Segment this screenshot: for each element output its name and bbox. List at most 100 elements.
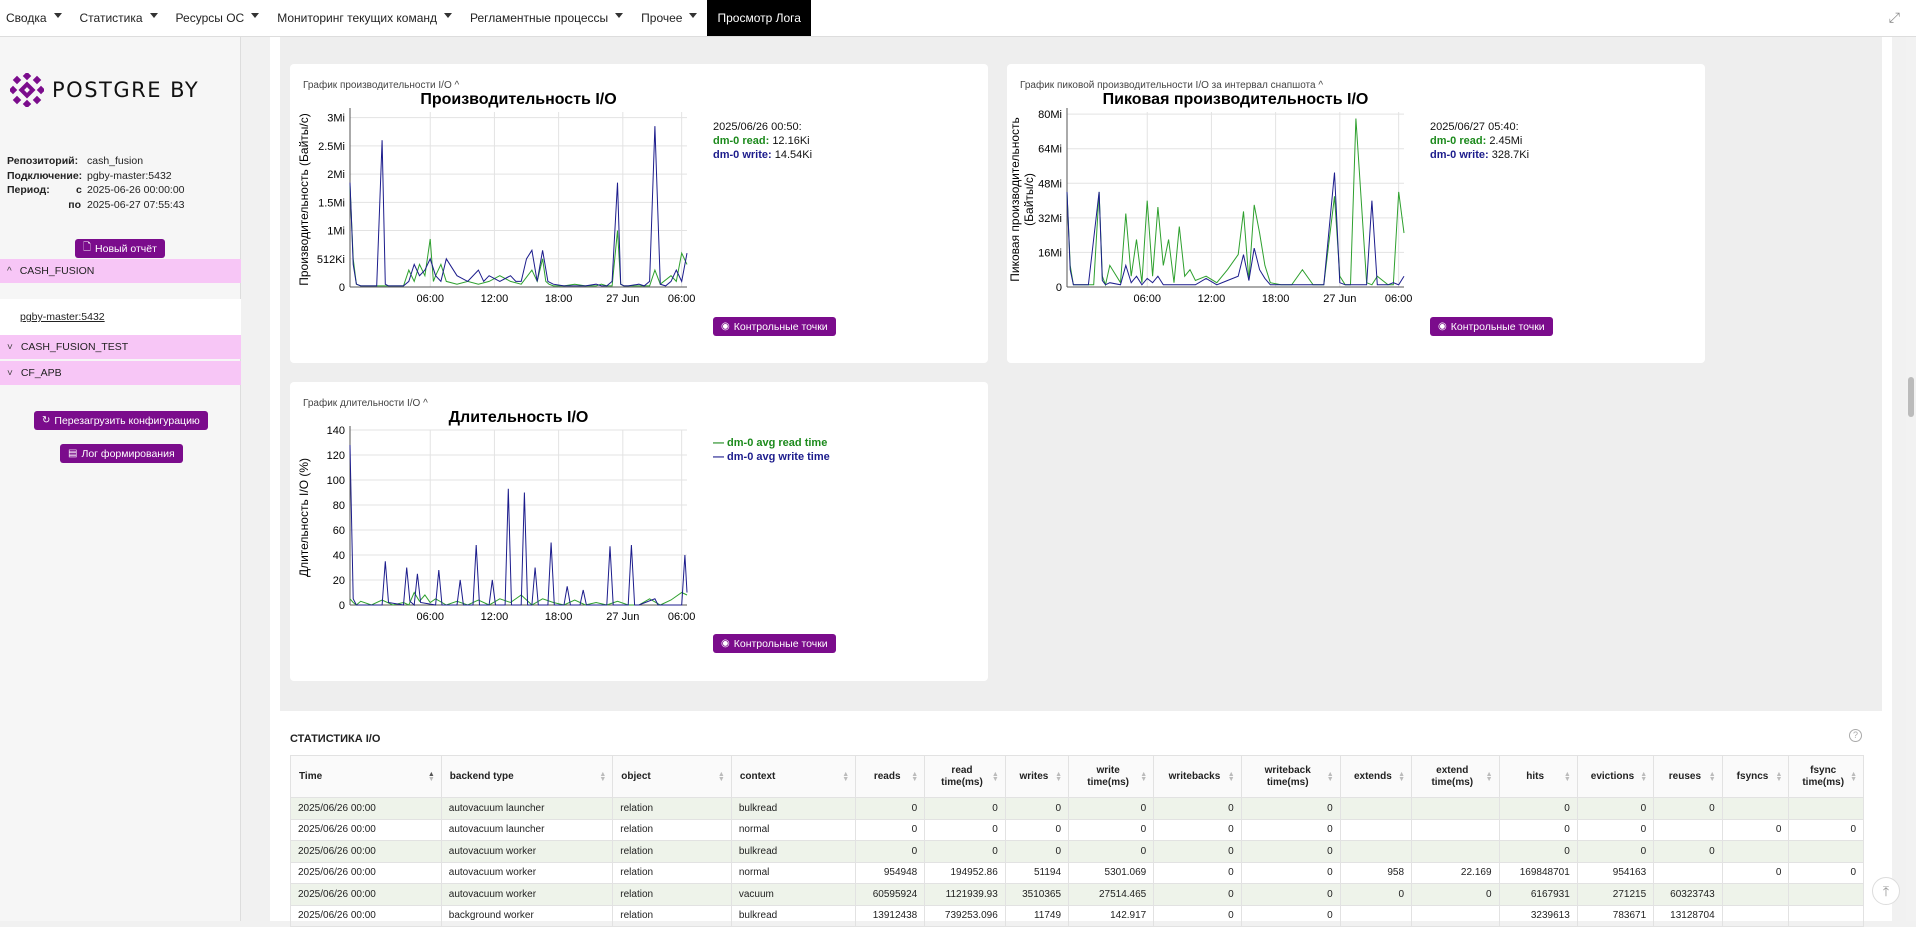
x-tick-label: 12:00: [481, 611, 509, 623]
table-cell: 0: [1241, 819, 1340, 841]
column-header[interactable]: writes▲▼: [1005, 756, 1068, 798]
menu-monitoring[interactable]: Мониторинг текущих команд: [277, 0, 452, 36]
table-cell: 13912438: [856, 905, 925, 927]
table-cell: background worker: [441, 905, 613, 927]
column-header[interactable]: hits▲▼: [1499, 756, 1577, 798]
table-cell: 0: [1722, 819, 1789, 841]
chart-title: Производительность I/O: [420, 91, 616, 108]
scroll-to-top-icon[interactable]: ⤒: [1872, 877, 1900, 905]
sort-icon[interactable]: ▲▼: [1327, 772, 1334, 782]
repo-label: Репозиторий:: [7, 154, 87, 169]
sort-icon[interactable]: ▲▼: [599, 772, 606, 782]
column-header[interactable]: read time(ms)▲▼: [925, 756, 1006, 798]
table-cell: relation: [613, 862, 732, 884]
column-header[interactable]: extend time(ms)▲▼: [1412, 756, 1499, 798]
y-axis-label: Пиковая производительность(Байты/с): [1008, 117, 1036, 281]
table-cell: [1412, 798, 1499, 820]
x-tick-label: 12:00: [481, 293, 509, 305]
table-cell: 6167931: [1499, 884, 1577, 906]
sort-icon[interactable]: ▲▼: [1564, 772, 1571, 782]
sort-icon[interactable]: ▲▼: [1640, 772, 1647, 782]
column-header[interactable]: writebacks▲▼: [1154, 756, 1241, 798]
table-cell: 0: [856, 841, 925, 863]
sort-icon[interactable]: ▲▼: [1055, 772, 1062, 782]
io-duration-card: График длительности I/O ^ Длительность I…: [290, 382, 988, 681]
table-cell: 739253.096: [925, 905, 1006, 927]
menu-statistics[interactable]: Статистика: [80, 0, 158, 36]
checkpoints-button[interactable]: ◉Контрольные точки: [713, 634, 836, 653]
y-axis-label: Длительность I/O (%): [297, 458, 311, 577]
sort-icon[interactable]: ▲▼: [992, 772, 999, 782]
page-scrollbar[interactable]: [1906, 37, 1916, 921]
y-tick-label: 512Ki: [317, 254, 345, 266]
column-header[interactable]: writeback time(ms)▲▼: [1241, 756, 1340, 798]
connection-link[interactable]: pgby-master:5432: [0, 299, 241, 335]
column-header[interactable]: fsyncs ▲▼: [1722, 756, 1789, 798]
table-cell: 0: [1154, 884, 1241, 906]
table-cell: 0: [1154, 841, 1241, 863]
table-cell: 22.169: [1412, 862, 1499, 884]
table-cell: 0: [1412, 884, 1499, 906]
checkpoints-button[interactable]: ◉Контрольные точки: [1430, 317, 1553, 336]
y-tick-label: 80Mi: [1038, 109, 1062, 121]
column-header[interactable]: context▲▼: [731, 756, 855, 798]
table-cell: 3510365: [1005, 884, 1068, 906]
sort-icon[interactable]: ▲▼: [1775, 772, 1782, 782]
y-tick-label: 32Mi: [1038, 213, 1062, 225]
column-header[interactable]: extends▲▼: [1340, 756, 1411, 798]
fullscreen-icon[interactable]: ⤢: [1889, 9, 1900, 26]
sort-icon[interactable]: ▲▼: [1709, 772, 1716, 782]
chevron-down-icon: ˅: [7, 342, 13, 353]
sort-icon[interactable]: ▲▼: [1228, 772, 1235, 782]
column-header[interactable]: write time(ms)▲▼: [1069, 756, 1154, 798]
sort-icon[interactable]: ▲▼: [911, 772, 918, 782]
y-tick-label: 140: [327, 425, 345, 437]
column-header[interactable]: reads▲▼: [856, 756, 925, 798]
sort-icon[interactable]: ▲▼: [1850, 772, 1857, 782]
table-cell: 142.917: [1069, 905, 1154, 927]
repo-group-cash-fusion[interactable]: ^CASH_FUSION: [0, 259, 241, 283]
table-cell: 0: [1005, 819, 1068, 841]
column-header[interactable]: reuses▲▼: [1654, 756, 1722, 798]
menu-scheduled[interactable]: Регламентные процессы: [470, 0, 623, 36]
checkpoints-label: Контрольные точки: [734, 321, 828, 333]
repo-group-cash-fusion-test[interactable]: ˅CASH_FUSION_TEST: [0, 335, 241, 359]
sort-asc-icon[interactable]: ▲▼: [428, 772, 435, 782]
reload-config-button[interactable]: ↻Перезагрузить конфигурацию: [34, 411, 208, 430]
sort-icon[interactable]: ▲▼: [1398, 772, 1405, 782]
column-header[interactable]: evictions▲▼: [1577, 756, 1653, 798]
repo-group-cf-apb[interactable]: ˅CF_APB: [0, 361, 241, 385]
column-header-label: fsyncs: [1737, 771, 1769, 782]
from-label: с: [76, 183, 87, 198]
menu-monitoring-label: Мониторинг текущих команд: [277, 11, 437, 25]
repo-value: cash_fusion: [87, 154, 143, 169]
sort-icon[interactable]: ▲▼: [718, 772, 725, 782]
menu-os-resources[interactable]: Ресурсы ОС: [176, 0, 260, 36]
column-header[interactable]: object▲▼: [613, 756, 732, 798]
sort-icon[interactable]: ▲▼: [842, 772, 849, 782]
repository-info: Репозиторий:cash_fusion Подключение:pgby…: [7, 154, 185, 212]
menu-log-view[interactable]: Просмотр Лога: [707, 0, 810, 36]
scrollbar-thumb[interactable]: [1908, 377, 1914, 417]
build-log-button[interactable]: ▤Лог формирования: [60, 444, 183, 463]
checkpoints-button[interactable]: ◉Контрольные точки: [713, 317, 836, 336]
menu-other[interactable]: Прочее: [641, 0, 697, 36]
table-cell: [1340, 841, 1411, 863]
io-peak-card: График пиковой производительности I/O за…: [1007, 64, 1705, 363]
logo-text: POSTGRE BY: [52, 78, 199, 102]
table-cell: [1722, 884, 1789, 906]
column-header[interactable]: backend type▲▼: [441, 756, 613, 798]
sort-icon[interactable]: ▲▼: [1486, 772, 1493, 782]
table-cell: 2025/06/26 00:00: [291, 884, 442, 906]
sort-icon[interactable]: ▲▼: [1140, 772, 1147, 782]
menu-summary[interactable]: Сводка: [6, 0, 62, 36]
help-icon[interactable]: ?: [1849, 729, 1862, 742]
legend-write-label: dm-0 write:: [713, 149, 772, 161]
main-content: График производительности I/O ^ Производ…: [270, 37, 1892, 921]
column-header[interactable]: Time▲▼: [291, 756, 442, 798]
new-report-button[interactable]: 🗋Новый отчёт: [75, 239, 165, 258]
y-tick-label: 0: [339, 282, 345, 294]
column-header[interactable]: fsync time(ms)▲▼: [1789, 756, 1864, 798]
table-cell: [1654, 862, 1722, 884]
legend-read-value: 12.16Ki: [772, 135, 809, 147]
